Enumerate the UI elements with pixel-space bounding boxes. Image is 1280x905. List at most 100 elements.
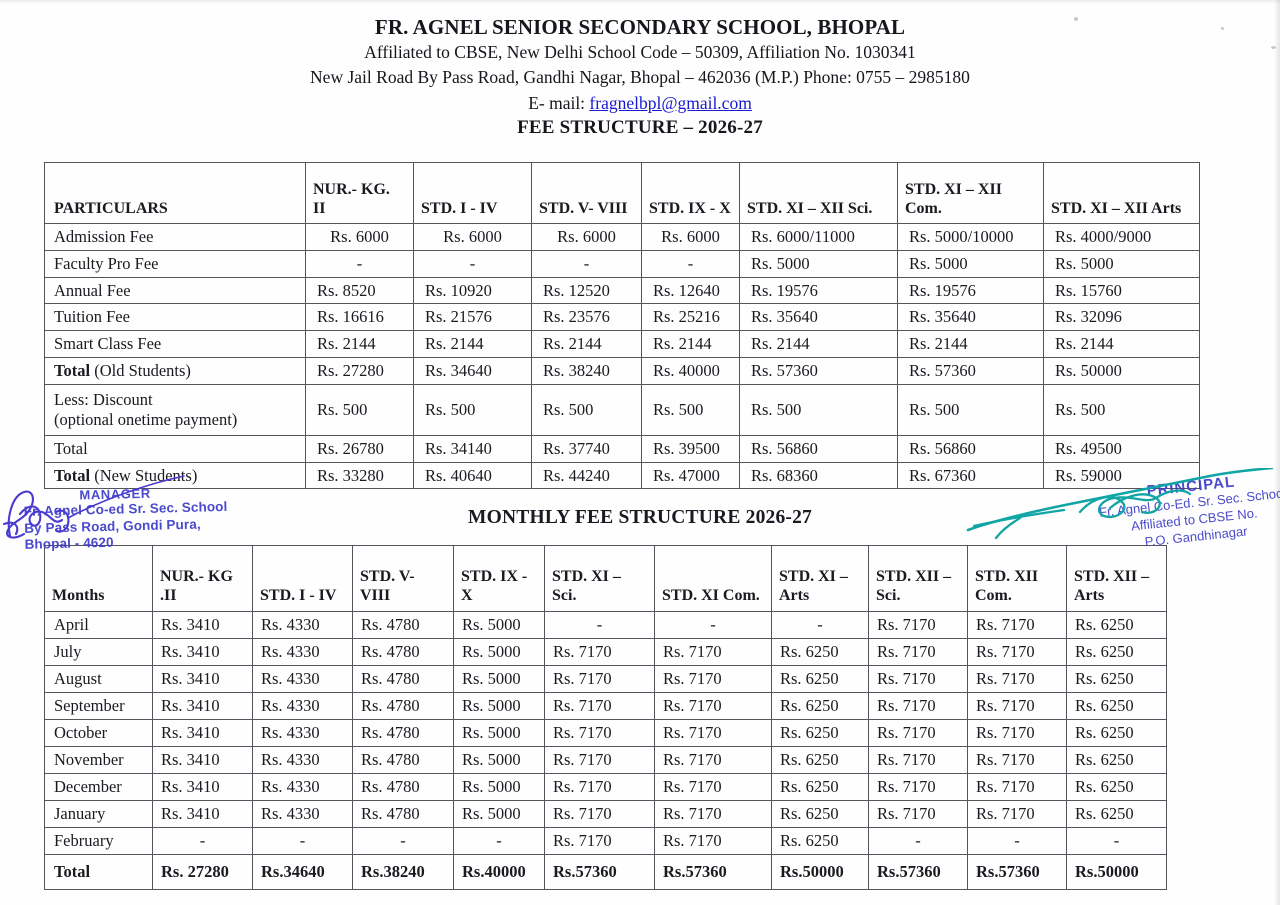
table-row: April Rs. 3410 Rs. 4330 Rs. 4780 Rs. 500… [44, 611, 1167, 639]
cell: Rs. 4780 [352, 773, 454, 801]
table-row: Smart Class Fee Rs. 2144 Rs. 2144 Rs. 21… [44, 330, 1200, 358]
cell: Rs. 12640 [641, 276, 740, 305]
row-label-september: September [44, 692, 153, 720]
cell: Rs.38240 [352, 854, 454, 890]
cell: Rs. 6250 [771, 800, 869, 828]
cell: Rs. 7170 [544, 773, 655, 801]
cell: Rs. 7170 [868, 638, 968, 666]
cell: Rs. 2144 [305, 330, 414, 358]
cell: Rs.34640 [252, 854, 353, 890]
col-header-std-1-4: STD. I - IV [252, 545, 353, 612]
cell: Rs. 6250 [1066, 692, 1167, 720]
total-word: Total [54, 465, 91, 485]
col-header-std-11-12-arts: STD. XI – XII Arts [1043, 162, 1200, 224]
cell: Rs. 4780 [352, 611, 454, 639]
cell: Rs. 7170 [654, 773, 772, 801]
cell: Rs. 6250 [1066, 773, 1167, 801]
cell: Rs. 7170 [544, 746, 655, 774]
cell: Rs. 7170 [868, 692, 968, 720]
cell: Rs. 500 [641, 383, 740, 436]
cell: Rs. 500 [413, 383, 532, 436]
cell: Rs. 4780 [352, 638, 454, 666]
email-label: E- mail: [528, 92, 586, 113]
cell: Rs. 39500 [641, 434, 740, 463]
row-label-july: July [44, 638, 153, 666]
cell: Rs. 6250 [771, 773, 869, 801]
cell: Rs. 7170 [967, 746, 1067, 774]
table-row: Tuition Fee Rs. 16616 Rs. 21576 Rs. 2357… [44, 303, 1200, 332]
cell: Rs.57360 [544, 854, 655, 890]
col-header-std-12-com: STD. XII Com. [967, 545, 1067, 612]
cell: - [771, 611, 869, 639]
cell: Rs. 7170 [868, 800, 968, 828]
table-row: October Rs. 3410 Rs. 4330 Rs. 4780 Rs. 5… [44, 719, 1167, 747]
col-header-std-11-12-com: STD. XI – XII Com. [897, 162, 1044, 224]
cell: Rs. 7170 [544, 800, 655, 828]
cell: Rs. 7170 [654, 827, 772, 855]
cell: Rs. 44240 [531, 461, 642, 490]
cell: Rs. 4330 [252, 692, 353, 720]
cell: Rs. 500 [1043, 383, 1200, 436]
cell: - [531, 249, 642, 278]
cell: Rs. 7170 [544, 665, 655, 693]
table-row: December Rs. 3410 Rs. 4330 Rs. 4780 Rs. … [44, 773, 1167, 801]
row-label-less-discount: Less: Discount (optional onetime payment… [44, 383, 306, 436]
cell: Rs. 7170 [868, 746, 968, 774]
cell: Rs. 6000 [641, 223, 740, 251]
cell: - [967, 827, 1067, 855]
cell: Rs. 7170 [654, 746, 772, 774]
email-line: E- mail: fragnelbpl@gmail.com [0, 90, 1280, 116]
cell: - [413, 249, 532, 278]
page-title: FEE STRUCTURE – 2026-27 [517, 117, 763, 139]
cell: Rs. 7170 [544, 827, 655, 855]
cell: Rs.50000 [1066, 854, 1167, 890]
cell: Rs. 5000 [739, 249, 898, 278]
cell: Rs. 7170 [868, 611, 968, 639]
cell: Rs. 500 [739, 383, 898, 436]
col-header-particulars: PARTICULARS [44, 162, 306, 224]
cell: Rs. 15760 [1043, 276, 1200, 305]
cell: Rs. 7170 [967, 692, 1067, 720]
cell: Rs. 2144 [531, 330, 642, 358]
cell: Rs. 2144 [897, 330, 1044, 358]
cell: Rs. 3410 [152, 746, 253, 774]
cell: Rs. 21576 [413, 303, 532, 332]
cell: Rs. 56860 [739, 434, 898, 463]
row-label-february: February [44, 827, 153, 855]
cell: Rs. 6000 [531, 223, 642, 251]
cell: Rs. 27280 [152, 854, 253, 890]
cell: Rs. 37740 [531, 434, 642, 463]
cell: Rs. 59000 [1043, 461, 1200, 490]
table-row: July Rs. 3410 Rs. 4330 Rs. 4780 Rs. 5000… [44, 638, 1167, 666]
cell: Rs. 2144 [641, 330, 740, 358]
cell: Rs. 32096 [1043, 303, 1200, 332]
scan-speck [1271, 46, 1276, 49]
cell: Rs. 5000 [453, 746, 545, 774]
cell: Rs. 34640 [413, 356, 532, 385]
cell: Rs. 4330 [252, 773, 353, 801]
monthly-fee-table-wrap: Months NUR.- KG .II STD. I - IV STD. V- … [44, 545, 1167, 890]
row-label-total: Total [44, 854, 153, 890]
cell: Rs. 4000/9000 [1043, 223, 1200, 251]
cell: Rs. 6250 [771, 638, 869, 666]
cell: Rs. 3410 [152, 719, 253, 747]
table-row: September Rs. 3410 Rs. 4330 Rs. 4780 Rs.… [44, 692, 1167, 720]
cell: Rs. 3410 [152, 800, 253, 828]
col-header-std-11-sci: STD. XI – Sci. [544, 545, 655, 612]
col-header-std-5-8: STD. V- VIII [352, 545, 454, 612]
cell: Rs. 5000 [453, 800, 545, 828]
cell: Rs. 6250 [1066, 746, 1167, 774]
cell: Rs. 6000 [413, 223, 532, 251]
cell: Rs. 4330 [252, 800, 353, 828]
cell: Rs. 8520 [305, 276, 414, 305]
table-header-row: Months NUR.- KG .II STD. I - IV STD. V- … [44, 545, 1167, 612]
cell: Rs. 50000 [1043, 356, 1200, 385]
row-label-january: January [44, 800, 153, 828]
cell: Rs. 4330 [252, 638, 353, 666]
cell: Rs. 7170 [654, 665, 772, 693]
col-header-std-1-4: STD. I - IV [413, 162, 532, 224]
address-line: New Jail Road By Pass Road, Gandhi Nagar… [310, 67, 970, 88]
cell: Rs. 4330 [252, 665, 353, 693]
email-link[interactable]: fragnelbpl@gmail.com [589, 92, 752, 113]
affiliation-line: Affiliated to CBSE, New Delhi School Cod… [364, 42, 916, 63]
